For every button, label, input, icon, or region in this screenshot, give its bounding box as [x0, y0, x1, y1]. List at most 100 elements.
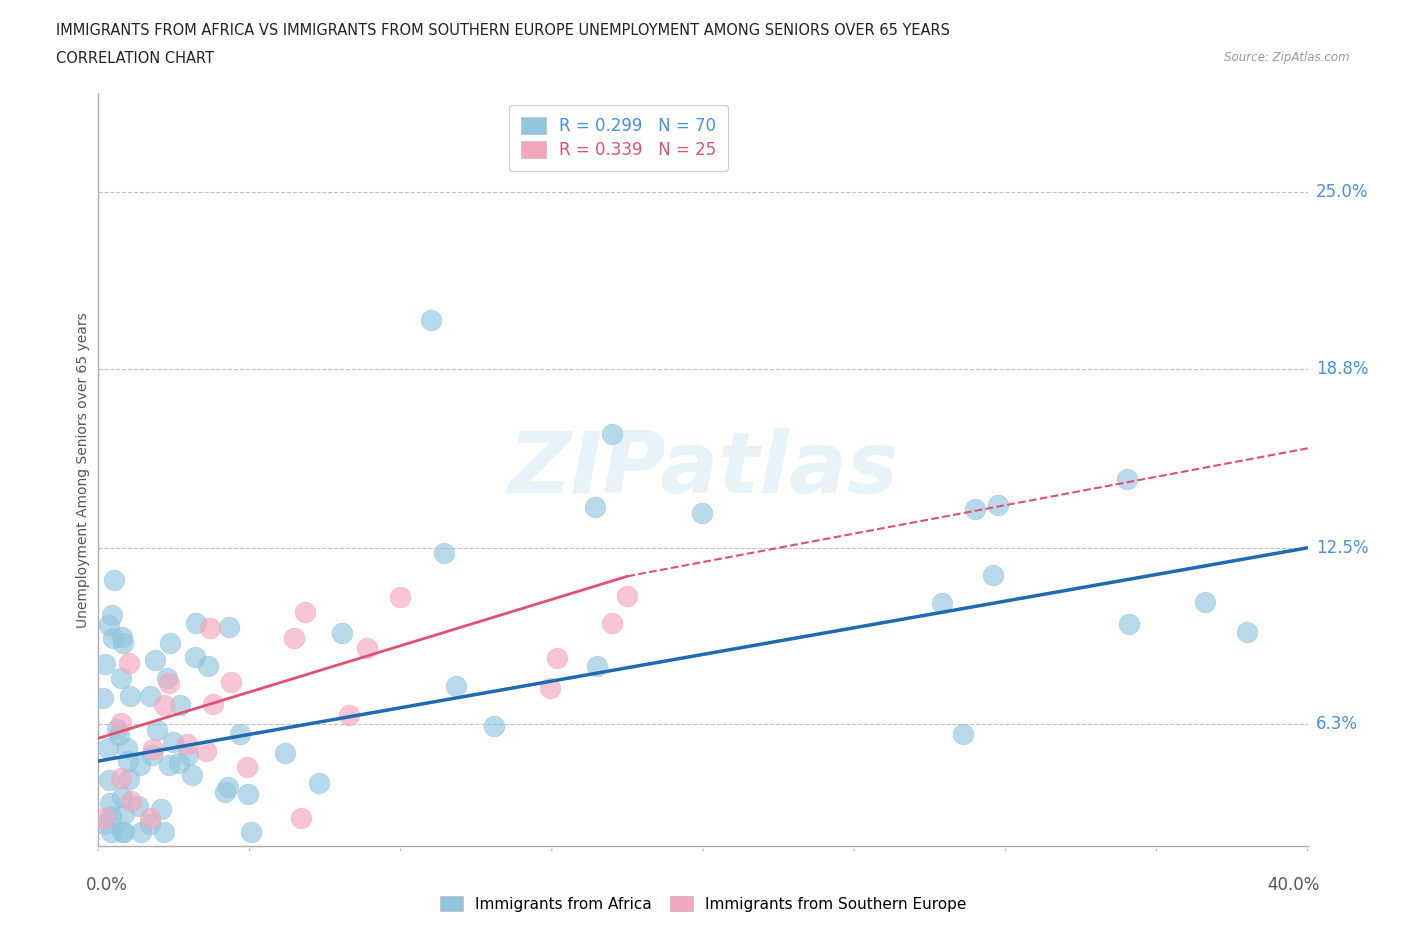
Point — [586, 659, 609, 674]
Point — [98, 796, 121, 811]
Point — [111, 635, 134, 650]
Text: CORRELATION CHART: CORRELATION CHART — [56, 51, 214, 66]
Point — [93, 810, 115, 825]
Point — [965, 501, 987, 516]
Text: 6.3%: 6.3% — [1316, 715, 1358, 733]
Point — [283, 631, 305, 645]
Point — [602, 427, 624, 442]
Point — [152, 698, 174, 712]
Point — [139, 810, 162, 825]
Point — [157, 757, 180, 772]
Point — [111, 630, 134, 644]
Point — [184, 616, 207, 631]
Point — [1118, 617, 1140, 631]
Point — [217, 779, 239, 794]
Text: 25.0%: 25.0% — [1316, 183, 1368, 202]
Point — [153, 825, 176, 840]
Point — [433, 546, 456, 561]
Point — [337, 708, 360, 723]
Point — [420, 313, 443, 328]
Point — [162, 735, 184, 750]
Legend: Immigrants from Africa, Immigrants from Southern Europe: Immigrants from Africa, Immigrants from … — [433, 889, 973, 918]
Point — [127, 798, 149, 813]
Point — [156, 671, 179, 685]
Point — [176, 737, 198, 751]
Point — [117, 754, 139, 769]
Text: Source: ZipAtlas.com: Source: ZipAtlas.com — [1225, 51, 1350, 64]
Point — [110, 770, 132, 785]
Point — [197, 658, 219, 673]
Point — [120, 793, 142, 808]
Point — [150, 802, 173, 817]
Point — [111, 790, 134, 804]
Point — [118, 772, 141, 787]
Point — [308, 776, 330, 790]
Point — [195, 744, 218, 759]
Y-axis label: Unemployment Among Seniors over 65 years: Unemployment Among Seniors over 65 years — [76, 312, 90, 628]
Point — [274, 746, 297, 761]
Point — [229, 726, 252, 741]
Point — [356, 641, 378, 656]
Point — [115, 740, 138, 755]
Point — [169, 698, 191, 712]
Point — [330, 625, 353, 640]
Point — [177, 748, 200, 763]
Point — [201, 697, 224, 711]
Point — [103, 573, 125, 588]
Point — [157, 675, 180, 690]
Text: 18.8%: 18.8% — [1316, 360, 1368, 378]
Point — [180, 767, 202, 782]
Point — [446, 678, 468, 693]
Point — [1115, 472, 1137, 487]
Point — [93, 817, 115, 831]
Point — [100, 825, 122, 840]
Point — [107, 727, 129, 742]
Point — [952, 727, 974, 742]
Point — [616, 589, 638, 604]
Legend: R = 0.299   N = 70, R = 0.339   N = 25: R = 0.299 N = 70, R = 0.339 N = 25 — [509, 105, 728, 170]
Point — [602, 616, 624, 631]
Point — [111, 825, 134, 840]
Point — [167, 756, 190, 771]
Point — [546, 650, 568, 665]
Point — [110, 671, 132, 685]
Point — [983, 567, 1005, 582]
Point — [120, 689, 142, 704]
Text: IMMIGRANTS FROM AFRICA VS IMMIGRANTS FROM SOUTHERN EUROPE UNEMPLOYMENT AMONG SEN: IMMIGRANTS FROM AFRICA VS IMMIGRANTS FRO… — [56, 23, 950, 38]
Point — [987, 498, 1010, 512]
Point — [1236, 625, 1258, 640]
Point — [294, 604, 316, 619]
Point — [931, 595, 953, 610]
Point — [198, 620, 221, 635]
Point — [142, 742, 165, 757]
Point — [583, 499, 606, 514]
Point — [141, 748, 163, 763]
Point — [94, 657, 117, 671]
Point — [139, 817, 162, 831]
Point — [91, 690, 114, 705]
Point — [219, 675, 242, 690]
Point — [97, 740, 120, 755]
Point — [101, 607, 124, 622]
Text: ZIPatlas: ZIPatlas — [508, 428, 898, 512]
Point — [690, 505, 713, 520]
Point — [97, 772, 120, 787]
Point — [290, 810, 312, 825]
Point — [214, 784, 236, 799]
Point — [143, 652, 166, 667]
Point — [97, 618, 120, 632]
Point — [129, 758, 152, 773]
Point — [218, 619, 240, 634]
Point — [100, 808, 122, 823]
Text: 12.5%: 12.5% — [1316, 538, 1368, 557]
Point — [236, 760, 259, 775]
Point — [112, 807, 135, 822]
Point — [101, 631, 124, 645]
Point — [240, 825, 263, 840]
Point — [184, 649, 207, 664]
Point — [112, 825, 135, 840]
Point — [388, 590, 411, 604]
Point — [159, 635, 181, 650]
Text: 0.0%: 0.0% — [86, 876, 128, 895]
Point — [482, 718, 505, 733]
